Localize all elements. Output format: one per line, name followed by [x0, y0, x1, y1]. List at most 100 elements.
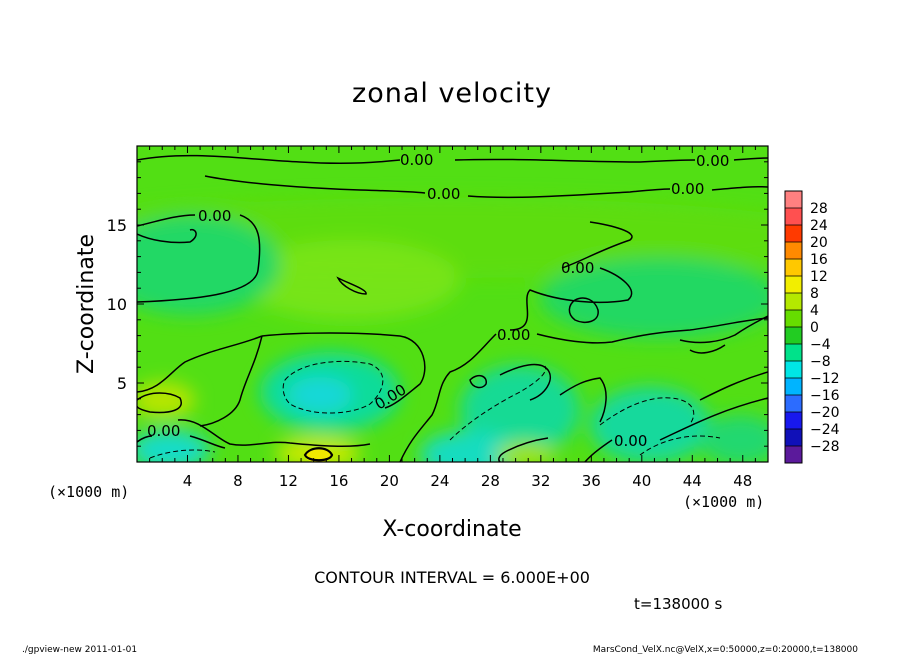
contour-line: [536, 317, 768, 344]
y-axis-label: Z-coordinate: [74, 234, 99, 374]
contour-line: [137, 228, 197, 244]
contour-line: [137, 335, 263, 393]
contour-line: [659, 397, 768, 441]
colorbar-label: 28: [810, 201, 828, 217]
x-tick-label: 12: [279, 472, 298, 490]
colorbar-swatch: [785, 378, 802, 396]
contour-line: [679, 315, 768, 344]
contour-label: 0.00: [497, 326, 530, 344]
x-axis-label: X-coordinate: [382, 517, 521, 542]
contour-line: [689, 344, 726, 354]
y-axis: 5 10 15: [107, 161, 768, 447]
field-patch: [700, 415, 768, 462]
colorbar-swatch: [785, 191, 802, 209]
colorbar-swatch: [785, 395, 802, 413]
contour-line: [137, 392, 182, 414]
field-patch: [420, 431, 520, 462]
x-tick-label: 16: [329, 472, 348, 490]
field-patch: [590, 387, 710, 462]
x-tick-label: 48: [733, 472, 752, 490]
contour-line: [467, 188, 671, 199]
colorbar-swatch: [785, 412, 802, 430]
contour-line: [733, 157, 768, 161]
x-tick-label: 20: [380, 472, 399, 490]
x-tick-label: 32: [531, 472, 550, 490]
contour-line: [336, 276, 367, 295]
contour-line: [177, 419, 371, 447]
x-tick-label: 24: [430, 472, 449, 490]
dashed-contour-line: [149, 449, 216, 459]
contour-line: [137, 214, 261, 303]
contour-line: [399, 333, 497, 462]
contour-line: [498, 437, 549, 462]
field-patch: [460, 365, 580, 455]
contour-label: 0.00: [561, 259, 594, 277]
x-tick-label: 44: [683, 472, 702, 490]
colorbar-label: 0: [810, 320, 819, 336]
colorbar-label: −16: [810, 388, 840, 404]
contour-labels: 0.00 0.00 0.00 0.00 0.00 0.00 0.00 0.00 …: [147, 151, 729, 450]
x-unit-left: (×1000 m): [48, 483, 129, 501]
contour-line: [137, 154, 401, 165]
colorbar-label: −20: [810, 405, 840, 421]
y-tick-label: 10: [107, 295, 127, 314]
x-tick-label: 4: [183, 472, 193, 490]
colorbar-swatch: [785, 361, 802, 379]
footer-right: MarsCond_VelX.nc@VelX,x=0:50000,z=0:2000…: [593, 645, 858, 654]
field-patch: [495, 443, 555, 462]
chart-title: zonal velocity: [352, 78, 552, 109]
footer-left: ./gpview-new 2011-01-01: [22, 645, 137, 654]
contour-line: [561, 221, 633, 269]
contour-line: [699, 371, 768, 401]
colorbar-label: 12: [810, 269, 828, 285]
contour-line: [559, 377, 607, 423]
time-label: t=138000 s: [634, 595, 722, 613]
dashed-contours: [149, 360, 721, 459]
contour-line: [189, 435, 226, 449]
contour-line: [137, 435, 153, 443]
x-tick-label: 28: [481, 472, 500, 490]
colorbar-swatch: [785, 344, 802, 362]
colorbar-swatch: [785, 276, 802, 294]
contour-label: 0.00: [427, 185, 460, 203]
contour-line: [568, 297, 599, 323]
x-unit-right: (×1000 m): [683, 493, 764, 511]
colorbar-swatch: [785, 242, 802, 260]
contour-label: 0.00: [198, 207, 231, 225]
contour-interval: CONTOUR INTERVAL = 6.000E+00: [314, 568, 590, 587]
field-patch: [137, 430, 210, 462]
dashed-contour-line: [639, 435, 721, 456]
contour-label: 0.00: [400, 151, 433, 169]
contour-line: [711, 186, 768, 191]
field-patch: [288, 377, 352, 413]
contour-line: [261, 332, 426, 409]
contour-lines: [137, 154, 768, 462]
contour-label: 0.00: [614, 432, 647, 450]
dashed-contour-line: [282, 360, 384, 414]
contour-line: [204, 175, 426, 194]
colorbar-swatch: [785, 259, 802, 277]
contour-line: [303, 447, 334, 462]
field-patch: [137, 215, 280, 315]
contour-line: [199, 335, 263, 427]
field-patch: [137, 382, 195, 418]
contour-label: 0.00: [696, 152, 729, 170]
colorbar-label: 16: [810, 252, 828, 268]
colorbar-label: 4: [810, 303, 819, 319]
contour-line: [499, 363, 551, 401]
colorbar-swatch: [785, 293, 802, 311]
colorbar-swatch: [785, 429, 802, 447]
colorbar-label: 8: [810, 286, 819, 302]
x-tick-label: 40: [632, 472, 651, 490]
dashed-contour-line: [599, 397, 695, 426]
plot-area: 0.00 0.00 0.00 0.00 0.00 0.00 0.00 0.00 …: [137, 146, 768, 462]
colorbar-label: −28: [810, 439, 840, 455]
contour-line: [584, 439, 613, 462]
contour-label: 0.00: [671, 180, 704, 198]
colorbar-label: −12: [810, 371, 840, 387]
colorbar-swatch: [785, 327, 802, 345]
y-tick-label: 15: [107, 216, 127, 235]
colorbar-swatch: [785, 310, 802, 328]
x-tick-label: 8: [233, 472, 243, 490]
